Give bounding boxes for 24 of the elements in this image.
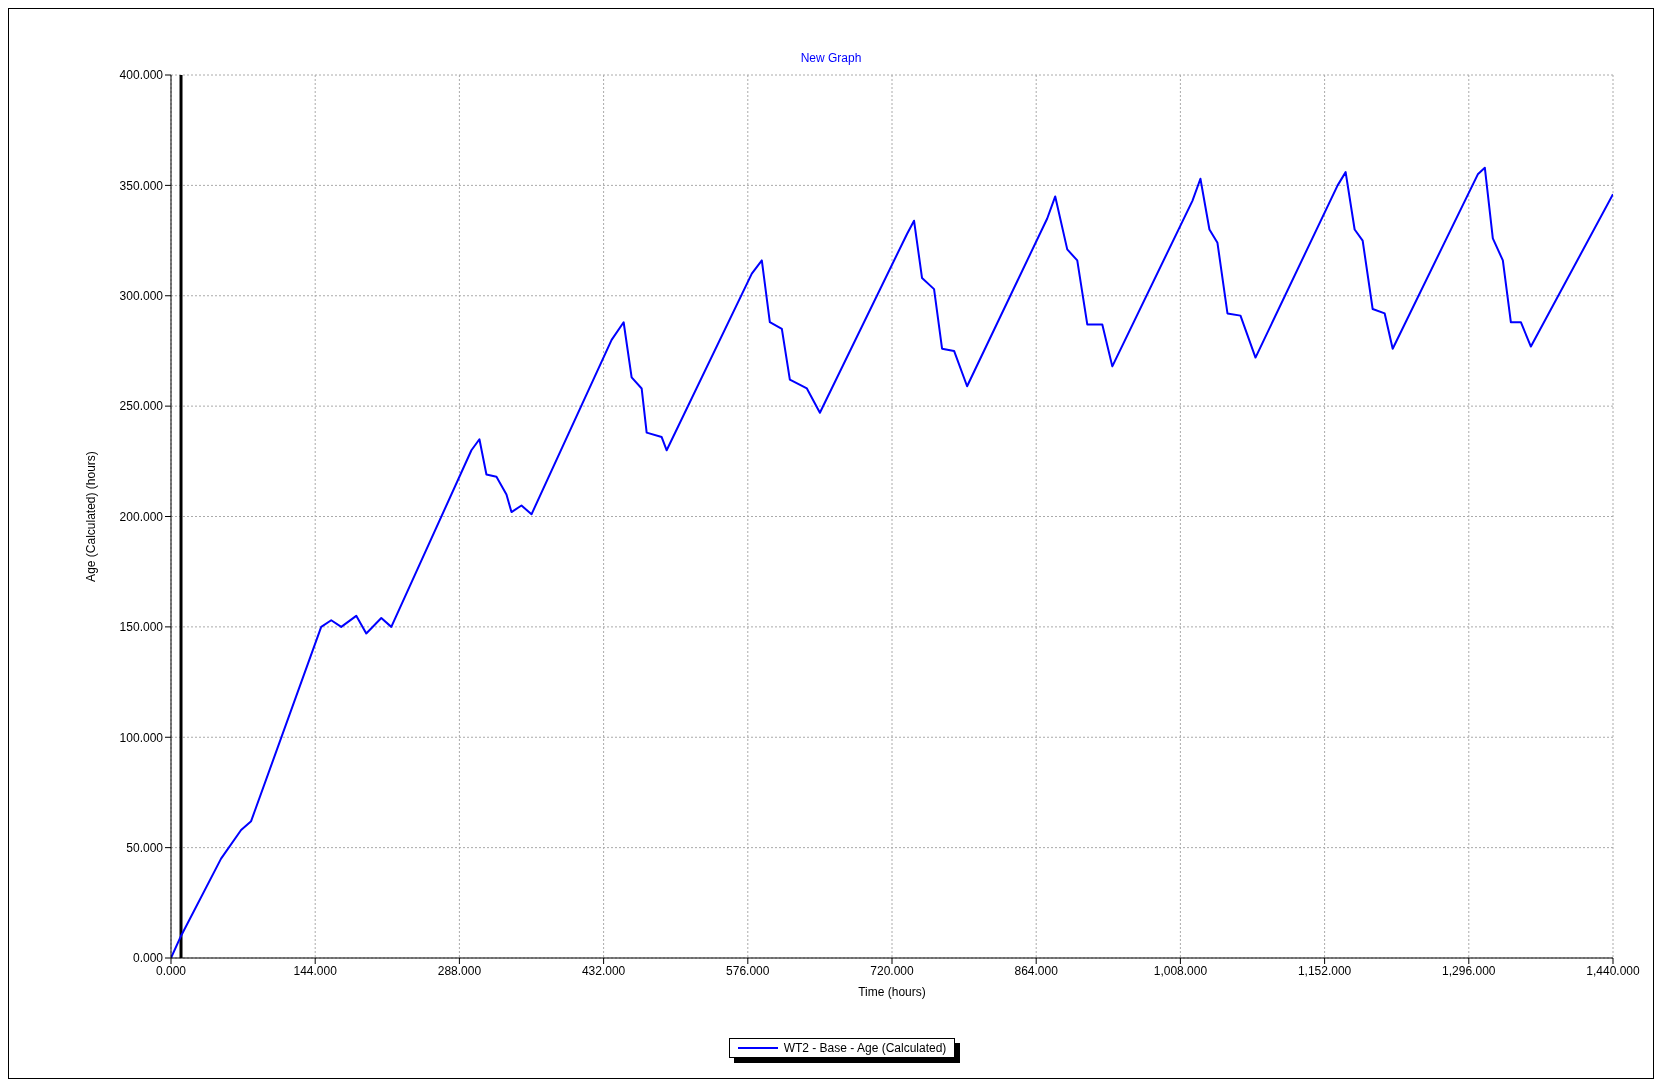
x-tick-label: 0.000	[155, 963, 187, 978]
x-tick-label: 288.000	[437, 963, 482, 978]
chart-title: New Graph	[799, 51, 863, 65]
y-tick-label: 250.000	[119, 399, 164, 414]
y-tick-label: 400.000	[119, 68, 164, 83]
y-axis-title: Age (Calculated) (hours)	[84, 451, 99, 582]
y-tick-label: 300.000	[119, 289, 164, 304]
y-tick-label: 100.000	[119, 730, 164, 745]
legend-label: WT2 - Base - Age (Calculated)	[783, 1041, 947, 1055]
x-tick-label: 864.000	[1014, 963, 1059, 978]
y-tick-label: 0.000	[132, 951, 164, 966]
x-tick-label: 1,440.000	[1586, 963, 1641, 978]
y-tick-label: 50.000	[126, 840, 164, 855]
y-tick-label: 150.000	[119, 620, 164, 635]
x-tick-label: 432.000	[581, 963, 626, 978]
x-tick-label: 720.000	[870, 963, 915, 978]
y-tick-label: 350.000	[119, 178, 164, 193]
x-tick-label: 1,152.000	[1297, 963, 1352, 978]
x-tick-label: 576.000	[726, 963, 770, 978]
x-tick-label: 144.000	[293, 963, 338, 978]
x-tick-label: 1,008.000	[1153, 963, 1208, 978]
y-tick-label: 200.000	[119, 509, 164, 524]
x-axis-title: Time (hours)	[858, 985, 926, 999]
x-tick-label: 1,296.000	[1442, 963, 1496, 978]
